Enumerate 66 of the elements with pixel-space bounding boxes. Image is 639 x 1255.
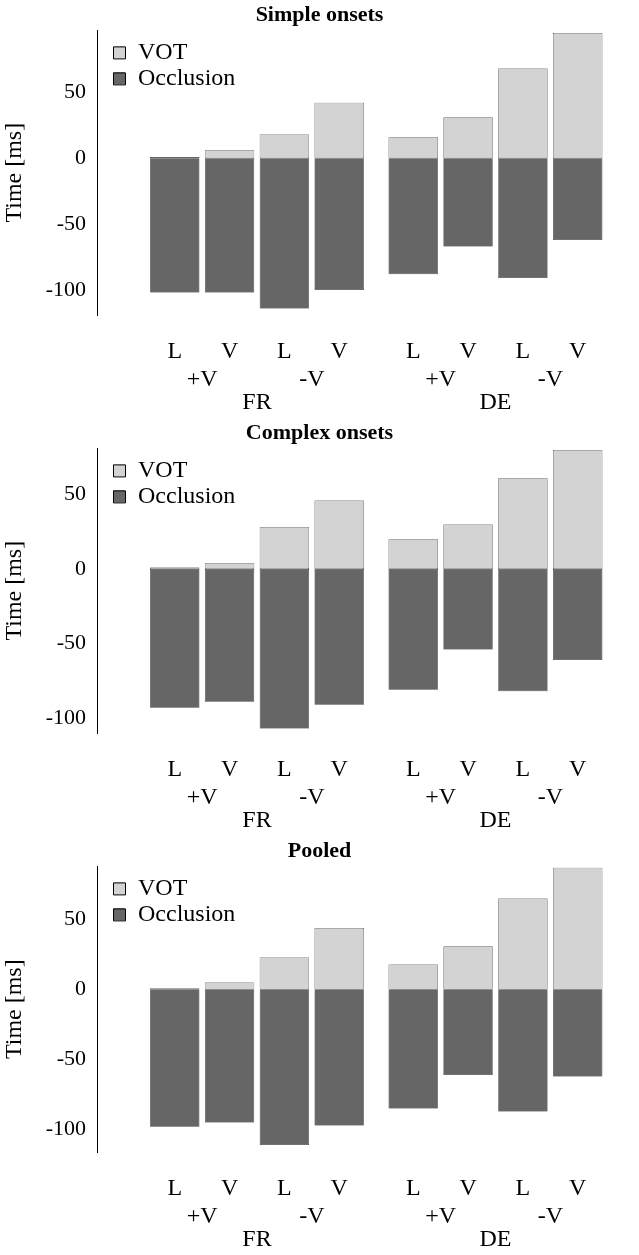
legend-label: Occlusion: [138, 63, 236, 90]
x-tick-label: V: [459, 336, 478, 363]
text: -V: [299, 783, 326, 810]
y-tick-label: 50: [64, 905, 86, 931]
text: DE: [479, 388, 512, 415]
x-tick-label: V: [330, 336, 349, 363]
x-tick-label: L: [515, 754, 531, 781]
legend-label: Occlusion: [138, 899, 236, 926]
y-axis-title: Time [ms]: [0, 540, 26, 641]
x-tick-label: V: [220, 1173, 239, 1200]
text: -V: [537, 783, 564, 810]
text: DE: [479, 1225, 512, 1252]
y-tick-label: 0: [75, 143, 86, 169]
x-tick-label: V: [569, 1173, 588, 1200]
x-tick-label: V: [220, 336, 239, 363]
text: +V: [186, 1202, 219, 1229]
y-axis-title: Time [ms]: [0, 122, 26, 223]
y-tick-label: -100: [45, 703, 86, 729]
text: +V: [186, 783, 219, 810]
legend-label: Occlusion: [138, 481, 236, 508]
x-tick-label: L: [167, 754, 183, 781]
x-tick-label: V: [330, 754, 349, 781]
y-tick-label: -50: [56, 629, 86, 655]
text: -V: [537, 365, 564, 392]
x-tick-label: L: [515, 1173, 531, 1200]
y-tick-label: 50: [64, 78, 86, 104]
x-tick-label: L: [277, 1173, 292, 1200]
y-tick-label: -50: [56, 1045, 86, 1071]
text: FR: [242, 806, 272, 833]
text: FR: [242, 1225, 272, 1252]
chart-title: Simple onsets: [255, 0, 384, 26]
text: -V: [537, 1202, 564, 1229]
x-tick-label: L: [167, 1173, 183, 1200]
y-tick-label: -50: [56, 209, 86, 235]
y-axis-title: Time [ms]: [0, 959, 26, 1060]
text: -V: [299, 1202, 326, 1229]
legend-label: VOT: [138, 455, 188, 482]
x-tick-label: L: [405, 754, 421, 781]
x-tick-label: L: [167, 336, 183, 363]
x-tick-label: V: [459, 754, 478, 781]
x-tick-label: V: [459, 1173, 478, 1200]
text: +V: [425, 1202, 457, 1229]
y-tick-label: -100: [45, 275, 86, 301]
x-tick-label: V: [569, 754, 588, 781]
x-tick-label: V: [330, 1173, 349, 1200]
x-tick-label: L: [277, 336, 292, 363]
x-tick-label: V: [569, 336, 588, 363]
text: FR: [242, 388, 272, 415]
y-tick-label: 50: [64, 480, 86, 506]
text: DE: [479, 806, 512, 833]
x-tick-label: L: [405, 336, 421, 363]
text: -V: [299, 365, 326, 392]
x-tick-label: L: [277, 754, 292, 781]
x-tick-label: L: [515, 336, 531, 363]
x-tick-label: V: [220, 754, 239, 781]
legend-label: VOT: [138, 37, 188, 64]
y-tick-label: -100: [45, 1115, 86, 1141]
y-tick-label: 0: [75, 975, 86, 1001]
text: +V: [425, 365, 457, 392]
legend-label: VOT: [138, 873, 188, 900]
text: +V: [425, 783, 457, 810]
text: +V: [186, 365, 219, 392]
chart-title: Complex onsets: [245, 418, 394, 444]
x-tick-label: L: [405, 1173, 421, 1200]
y-tick-label: 0: [75, 554, 86, 580]
chart-title: Pooled: [287, 836, 352, 862]
